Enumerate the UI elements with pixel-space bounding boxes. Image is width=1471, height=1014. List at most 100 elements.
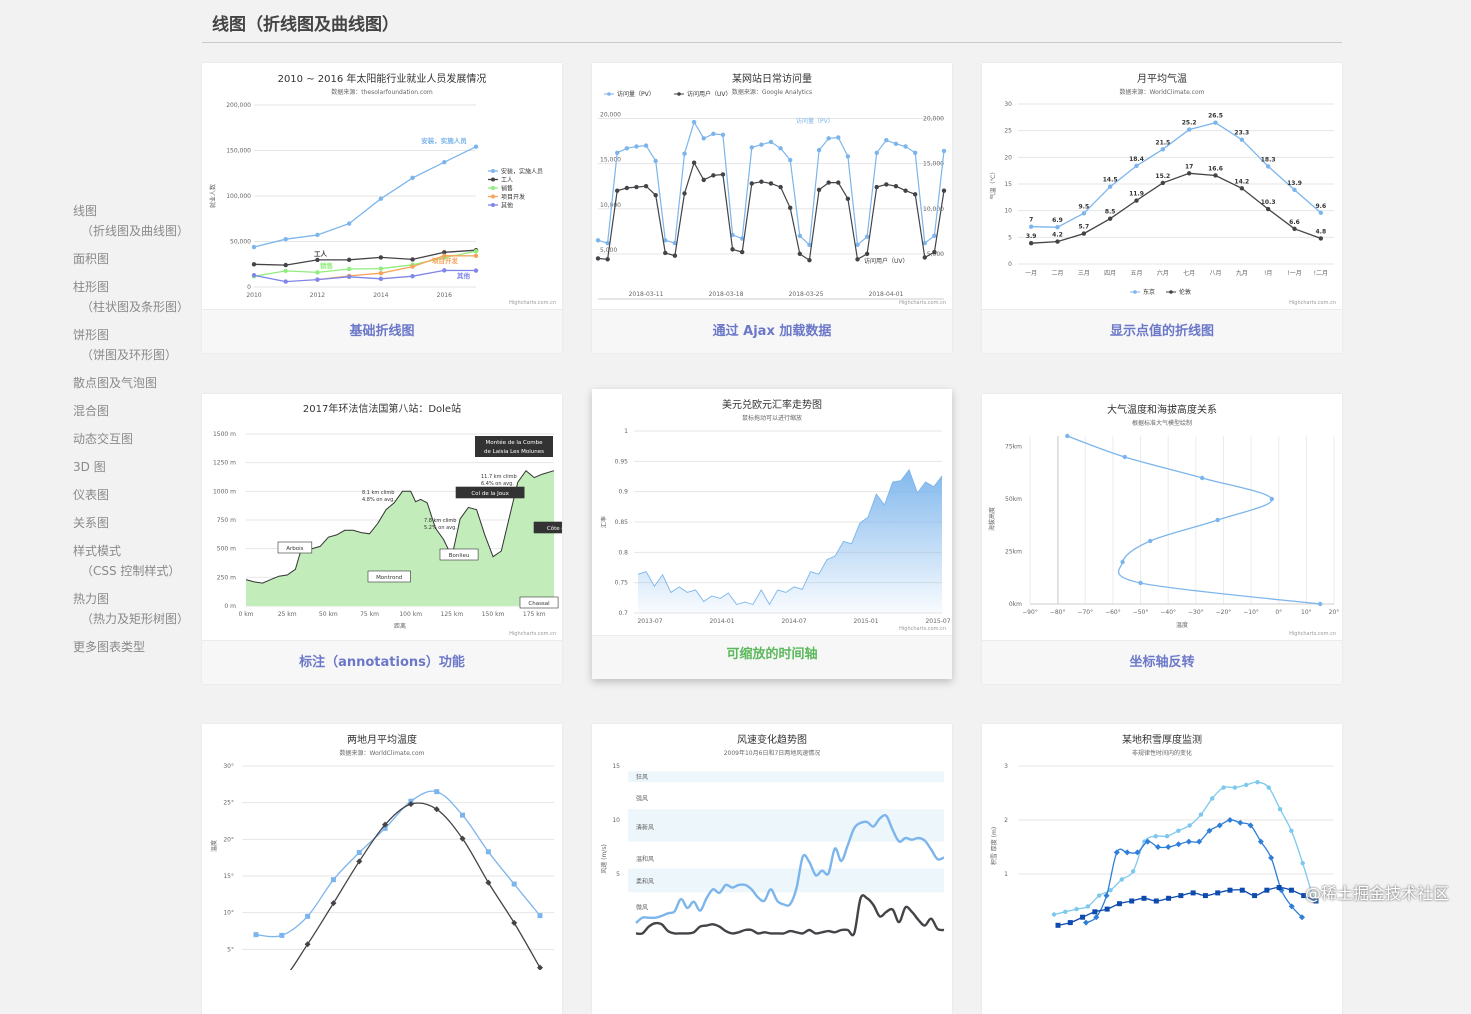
series-1-point (1247, 822, 1254, 829)
temp-altitude-point (1138, 580, 1143, 586)
y-tick-label: 15° (223, 873, 234, 880)
series-0-point (315, 232, 320, 238)
y-axis-label: 温度 (210, 840, 218, 852)
series-1-point (768, 181, 774, 186)
y-tick-label: 0 m (224, 603, 236, 610)
chart-card-7[interactable]: 风速变化趋势图 2009年10月6日和7日两地风速情况 15 10 5 风速 (m/s) 狂… (592, 724, 952, 1014)
series-1-point (1028, 241, 1034, 246)
series-1-point (711, 173, 716, 178)
series-0-point (1198, 812, 1204, 817)
nav-item-10[interactable]: 样式模式 （CSS 控制样式） (73, 544, 180, 578)
y-tick-label: 10° (223, 910, 234, 917)
nav-item-0[interactable]: 线图 （折线图及曲线图） (73, 204, 189, 238)
y-axis-label: 积雪 厚度 (m) (990, 827, 998, 865)
series-0-point (1081, 211, 1087, 216)
series-1-point (1175, 841, 1182, 848)
card-caption[interactable]: 坐标轴反转 (982, 640, 1342, 684)
series-0-point (1028, 224, 1034, 229)
series-2-point (1116, 901, 1122, 907)
y-tick-label: 25km (1005, 549, 1022, 556)
nav-item-5[interactable]: 混合图 (73, 404, 109, 418)
legend-label: 其他 (501, 201, 513, 209)
legend-symbol (491, 186, 495, 190)
annotation-box (519, 596, 559, 609)
series-1-point (485, 879, 492, 886)
series-1-point (1257, 838, 1264, 845)
series-1-point (1216, 822, 1223, 829)
band-label: 微风 (636, 903, 648, 911)
series-4-point (346, 274, 352, 279)
series-1-point (941, 188, 947, 193)
chart-title: 2010 ~ 2016 年太阳能行业就业人员发展情况 (278, 72, 487, 85)
nav-item-7[interactable]: 3D 图 (73, 460, 106, 474)
nav-item-4[interactable]: 散点图及气泡图 (73, 376, 157, 390)
data-label: 16.6 (1208, 165, 1223, 172)
series-2-point (1313, 898, 1319, 904)
nav-item-11[interactable]: 热力图 （热力及矩形树图） (73, 592, 189, 626)
nav-item-6[interactable]: 动态交互图 (73, 432, 133, 446)
chart-card-8[interactable]: 某地积雪厚度监测 非规律性时间内的变化 3 2 1 积雪 厚度 (m) (982, 724, 1342, 1014)
temp-altitude-line (1067, 435, 1321, 605)
annotation-label: Col de la Joux (471, 491, 509, 497)
series-annotation: 其他 (457, 271, 471, 280)
card-caption[interactable]: 标注（annotations）功能 (202, 640, 562, 684)
chart-card-3[interactable]: 2017年环法信法国第八站：Dole站 1500 m 1250 m 1000 m 750… (202, 394, 562, 684)
y-tick-label: 0.9 (618, 489, 628, 496)
nav-item-12[interactable]: 更多图表类型 (73, 640, 145, 654)
series-0-point (739, 236, 745, 241)
series-1-line (597, 161, 945, 262)
x-tick-label: 10° (1301, 609, 1312, 616)
area-fill (638, 469, 942, 613)
series-1-point (759, 179, 764, 184)
series-1-point (595, 256, 601, 261)
chart-card-0[interactable]: 2010 ~ 2016 年太阳能行业就业人员发展情况 数据来源：thesolarf… (202, 63, 562, 353)
data-label: 18.3 (1261, 156, 1276, 163)
chart-preview: 风速变化趋势图 2009年10月6日和7日两地风速情况 15 10 5 风速 (m/s) 狂… (592, 724, 952, 970)
series-1-point (682, 191, 687, 196)
card-caption[interactable]: 显示点值的折线图 (982, 309, 1342, 353)
chart-card-4[interactable]: 美元兑欧元汇率走势图 鼠标拖动可以进行缩放 1 0.95 0.9 0.85 0.8 0.75 0… (592, 389, 952, 679)
nav-item-8[interactable]: 仪表图 (73, 488, 109, 502)
x-tick-label: 八月 (1209, 270, 1221, 277)
chart-card-5[interactable]: 大气温度和海拔高度关系 根据标准大气模型绘制 75km 50km 25km 0km −90°… (982, 394, 1342, 684)
nav-item-3[interactable]: 饼形图 （饼图及环形图） (73, 328, 177, 362)
nav-item-1[interactable]: 面积图 (73, 252, 109, 266)
nav-item-9[interactable]: 关系图 (73, 516, 109, 530)
chart-card-1[interactable]: 某网站日常访问量 数据来源：Google Analytics 访问量（PV） 访问用户… (592, 63, 952, 353)
series-0-point (874, 150, 879, 156)
legend-label: 访问量（PV） (617, 90, 655, 98)
watermark: @稀土掘金技术社区 (1305, 884, 1450, 903)
chart-card-6[interactable]: 两地月平均温度 数据来源：WorldClimate.com 30° 25° 20° 15°… (202, 724, 562, 1014)
y-axis-label: 就业人数 (209, 184, 217, 208)
series-1-point (537, 964, 543, 970)
nav-item-sublabel: （饼图及环形图） (81, 348, 178, 362)
chart-card-2[interactable]: 月平均气温 数据来源：WorldClimate.com 30 25 20 15 10 5 0 一月… (982, 63, 1342, 353)
legend-label: 访问用户（UV） (687, 90, 732, 98)
chart-title: 2017年环法信法国第八站：Dole站 (303, 402, 461, 415)
series-0-line (253, 146, 477, 248)
temp-altitude-point (1065, 433, 1070, 439)
series-0-point (1130, 869, 1136, 874)
nav-item-label: 3D 图 (73, 460, 106, 474)
nav-item-2[interactable]: 柱形图 （柱状图及条形图） (73, 280, 189, 314)
series-1-line (289, 802, 541, 970)
series-1-point (845, 196, 851, 202)
credits-text: Highcharts.com.cn (1289, 631, 1336, 637)
series-0-point (1265, 164, 1271, 169)
series-1-point (864, 251, 870, 257)
series-1-point (1155, 844, 1161, 850)
nav-item-label: 动态交互图 (73, 432, 134, 446)
card-caption[interactable]: 基础折线图 (202, 309, 562, 353)
y-tick-label: 20,000 (600, 112, 621, 119)
data-label: 25.2 (1182, 120, 1197, 127)
series-0-point (346, 221, 352, 226)
temp-altitude-point (1199, 475, 1205, 481)
y-tick-label: 30 (1004, 101, 1012, 108)
series-1-point (1083, 919, 1089, 926)
data-label: 8.5 (1105, 209, 1116, 216)
series-0-point (711, 131, 716, 137)
nav-item-sublabel: （折线图及曲线图） (81, 224, 190, 238)
card-caption[interactable]: 通过 Ajax 加载数据 (592, 309, 952, 353)
card-caption[interactable]: 可缩放的时间轴 (592, 635, 952, 679)
